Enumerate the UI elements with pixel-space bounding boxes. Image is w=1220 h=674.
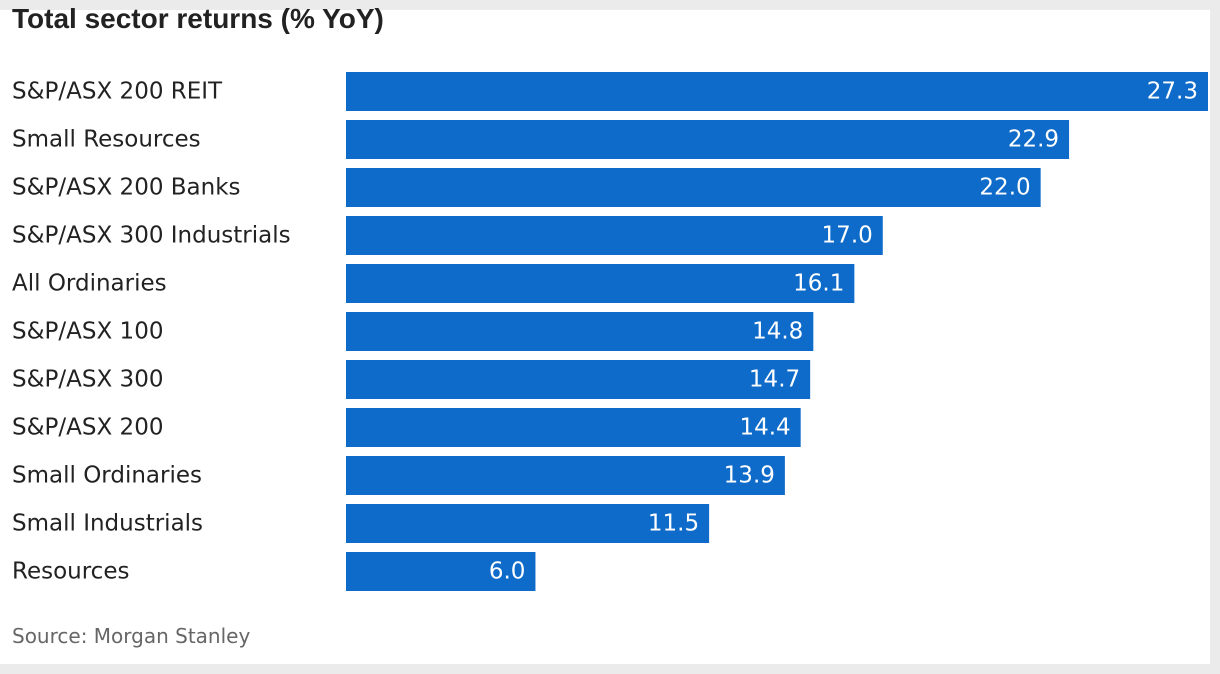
chart-title: Total sector returns (% YoY) [12, 3, 384, 34]
value-label-s-p-asx-100: 14.8 [752, 319, 803, 345]
value-label-resources: 6.0 [489, 559, 526, 585]
source-note: Source: Morgan Stanley [12, 624, 251, 648]
bar-s-p-asx-300 [346, 360, 811, 399]
bar-s-p-asx-200-reit [346, 72, 1208, 111]
bar-all-ordinaries [346, 264, 855, 303]
value-label-small-resources: 22.9 [1008, 127, 1059, 153]
bar-s-p-asx-200-banks [346, 168, 1041, 207]
category-label-s-p-asx-200-banks: S&P/ASX 200 Banks [12, 175, 241, 201]
bar-s-p-asx-300-industrials [346, 216, 883, 255]
value-label-s-p-asx-200-banks: 22.0 [979, 175, 1030, 201]
value-label-s-p-asx-200: 14.4 [739, 415, 790, 441]
bar-resources [346, 552, 536, 591]
bar-small-resources [346, 120, 1070, 159]
bar-small-ordinaries [346, 456, 785, 495]
bar-s-p-asx-100 [346, 312, 814, 351]
category-label-s-p-asx-300-industrials: S&P/ASX 300 Industrials [12, 223, 291, 249]
category-label-s-p-asx-300: S&P/ASX 300 [12, 367, 163, 393]
value-label-small-ordinaries: 13.9 [724, 463, 775, 489]
value-label-s-p-asx-200-reit: 27.3 [1147, 79, 1198, 105]
value-label-s-p-asx-300-industrials: 17.0 [822, 223, 873, 249]
category-label-resources: Resources [12, 559, 129, 585]
category-label-small-industrials: Small Industrials [12, 511, 203, 537]
category-label-all-ordinaries: All Ordinaries [12, 271, 167, 297]
value-label-small-industrials: 11.5 [648, 511, 699, 537]
category-label-s-p-asx-100: S&P/ASX 100 [12, 319, 163, 345]
bar-s-p-asx-200 [346, 408, 801, 447]
category-label-s-p-asx-200: S&P/ASX 200 [12, 415, 163, 441]
value-label-s-p-asx-300: 14.7 [749, 367, 800, 393]
value-label-all-ordinaries: 16.1 [793, 271, 844, 297]
category-label-small-resources: Small Resources [12, 127, 201, 153]
category-label-small-ordinaries: Small Ordinaries [12, 463, 202, 489]
category-label-s-p-asx-200-reit: S&P/ASX 200 REIT [12, 79, 223, 105]
bar-small-industrials [346, 504, 710, 543]
